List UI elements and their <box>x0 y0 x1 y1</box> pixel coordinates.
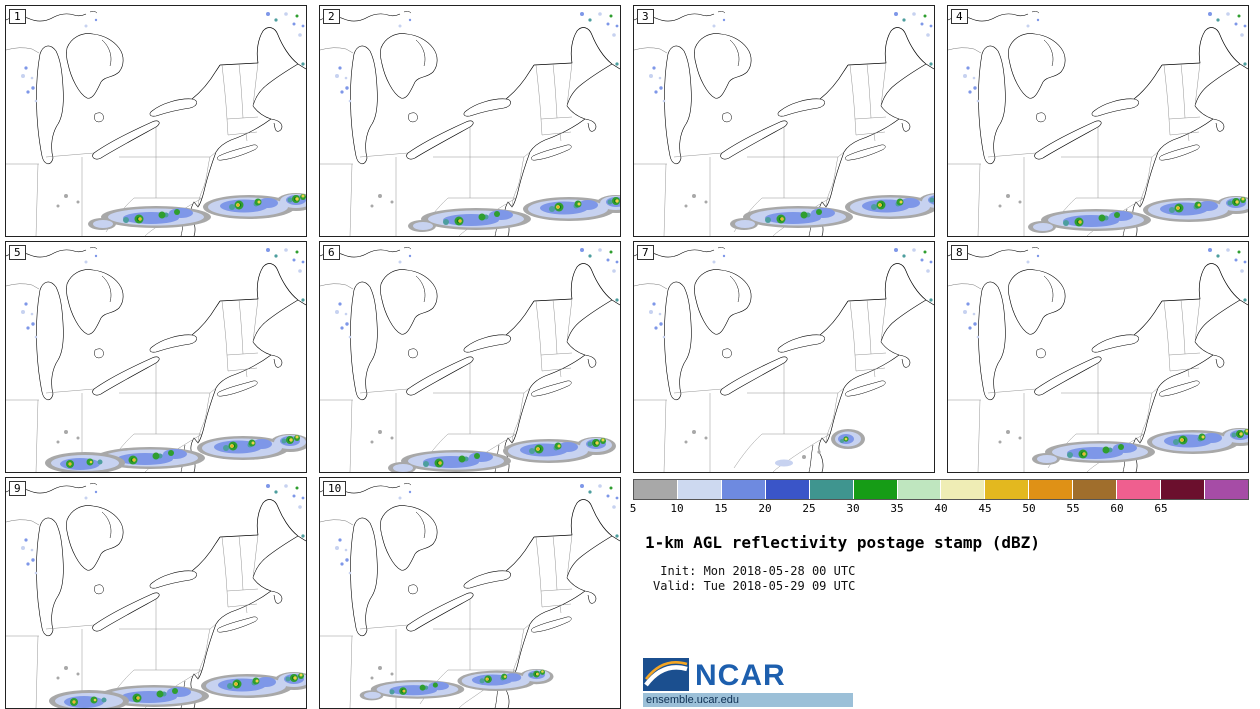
reflectivity-map <box>320 246 620 472</box>
colorbar-segment <box>897 480 942 499</box>
colorbar-segment <box>1204 480 1248 499</box>
forecast-panel-1: 1 <box>5 5 307 237</box>
colorbar-tick: 20 <box>758 502 772 515</box>
colorbar-tick: 55 <box>1066 502 1080 515</box>
init-time: Init: Mon 2018-05-28 00 UTC <box>653 564 856 578</box>
colorbar-segment <box>677 480 722 499</box>
forecast-panel-10: 10 <box>319 477 621 709</box>
ensemble-url: ensemble.ucar.edu <box>643 693 853 707</box>
colorbar-tick: 50 <box>1022 502 1036 515</box>
colorbar-segment <box>1117 480 1162 499</box>
reflectivity-map <box>948 246 1248 472</box>
reflectivity-map <box>634 10 934 236</box>
colorbar-segment <box>634 480 678 499</box>
panel-number: 8 <box>951 245 968 260</box>
forecast-panel-8: 8 <box>947 241 1249 473</box>
panel-number: 7 <box>637 245 654 260</box>
colorbar-segment <box>809 480 854 499</box>
colorbar-tick: 45 <box>978 502 992 515</box>
reflectivity-map <box>6 482 306 708</box>
colorbar-segment <box>721 480 766 499</box>
ncar-logo: NCAR ensemble.ucar.edu <box>643 658 853 707</box>
colorbar-segment <box>1029 480 1074 499</box>
colorbar-segment <box>765 480 810 499</box>
time-info: Init: Mon 2018-05-28 00 UTC Valid: Tue 2… <box>653 564 1249 594</box>
panel-number: 9 <box>9 481 26 496</box>
panel-number: 3 <box>637 9 654 24</box>
colorbar-segment <box>1161 480 1205 499</box>
panel-number: 1 <box>9 9 26 24</box>
reflectivity-map <box>320 482 620 708</box>
reflectivity-map <box>6 10 306 236</box>
colorbar-tick: 35 <box>890 502 904 515</box>
colorbar-tick: 5 <box>629 502 637 515</box>
plot-title: 1-km AGL reflectivity postage stamp (dBZ… <box>645 533 1040 552</box>
panel-number: 4 <box>951 9 968 24</box>
colorbar-tick: 10 <box>670 502 684 515</box>
forecast-panel-9: 9 <box>5 477 307 709</box>
valid-time: Valid: Tue 2018-05-29 09 UTC <box>653 579 856 593</box>
panel-number: 5 <box>9 245 26 260</box>
panel-number: 10 <box>323 481 347 496</box>
reflectivity-map <box>320 10 620 236</box>
colorbar-tick: 40 <box>934 502 948 515</box>
forecast-panel-5: 5 <box>5 241 307 473</box>
ncar-logo-mark <box>643 658 689 691</box>
colorbar-tick: 60 <box>1110 502 1124 515</box>
forecast-panel-2: 2 <box>319 5 621 237</box>
colorbar-segments <box>633 479 1249 500</box>
colorbar-segment <box>985 480 1030 499</box>
forecast-panel-6: 6 <box>319 241 621 473</box>
reflectivity-map <box>948 10 1248 236</box>
forecast-panel-3: 3 <box>633 5 935 237</box>
colorbar-segment <box>853 480 898 499</box>
colorbar: 5 10 15 20 25 30 35 40 45 50 55 60 65 <box>629 479 1249 517</box>
panel-number: 6 <box>323 245 340 260</box>
forecast-panel-4: 4 <box>947 5 1249 237</box>
forecast-panel-7: 7 <box>633 241 935 473</box>
colorbar-tick-labels: 5 10 15 20 25 30 35 40 45 50 55 60 65 <box>629 502 1249 517</box>
reflectivity-map <box>6 246 306 472</box>
colorbar-tick: 65 <box>1154 502 1168 515</box>
panel-number: 2 <box>323 9 340 24</box>
ncar-logo-text: NCAR <box>695 659 786 692</box>
colorbar-tick: 30 <box>846 502 860 515</box>
colorbar-segment <box>941 480 986 499</box>
colorbar-segment <box>1073 480 1118 499</box>
colorbar-tick: 25 <box>802 502 816 515</box>
colorbar-tick: 15 <box>714 502 728 515</box>
legend-info-area: 5 10 15 20 25 30 35 40 45 50 55 60 65 1-km AGL refle… <box>629 477 1249 709</box>
reflectivity-map <box>634 246 934 472</box>
